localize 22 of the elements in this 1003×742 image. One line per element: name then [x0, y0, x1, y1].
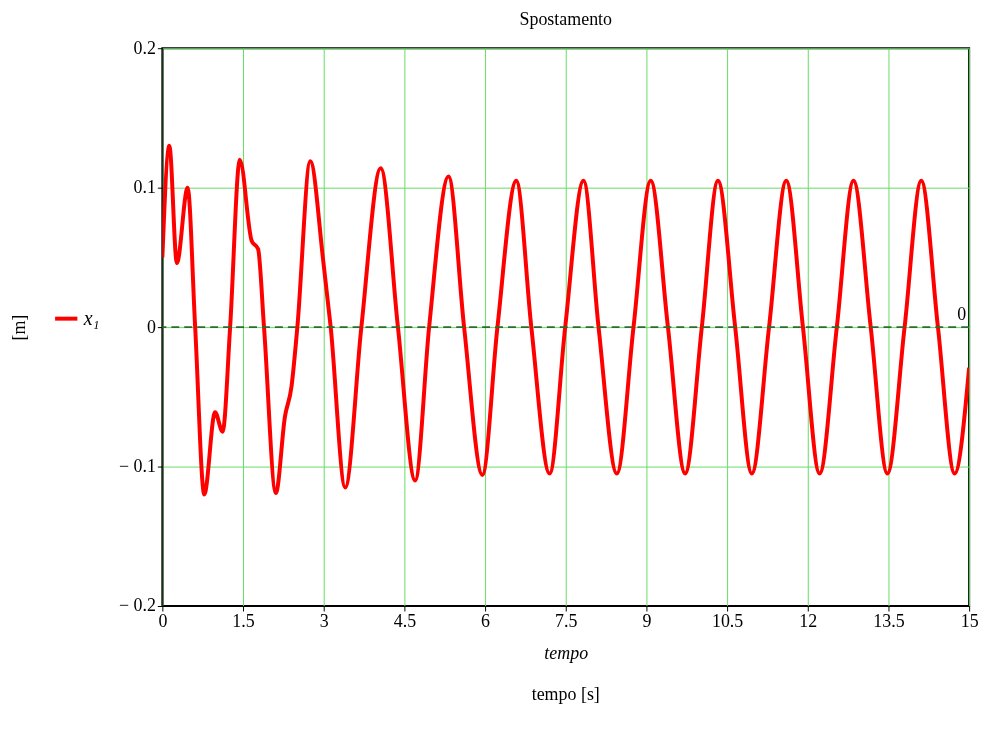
- x-tick-label: 9: [642, 611, 652, 632]
- y-tick-label: 0: [146, 316, 156, 337]
- x-tick-label: 4.5: [393, 611, 417, 632]
- x-tick-label: 10.5: [711, 611, 744, 632]
- x-tick-label: 6: [481, 611, 491, 632]
- x-tick-label: 3: [319, 611, 329, 632]
- legend-label: x₁: [82, 306, 100, 329]
- ref-line-label: 0: [957, 304, 967, 325]
- y-tick-label: 0.1: [133, 177, 156, 198]
- x-tick-label: 7.5: [555, 611, 578, 632]
- text: tempo [s]: [531, 683, 600, 704]
- y-axis-title: [m]: [9, 314, 30, 341]
- y-tick-label: 0.2: [133, 37, 156, 58]
- x-tick-label: 13.5: [873, 611, 905, 632]
- y-tick-label: − 0.1: [118, 456, 156, 477]
- x-tick-label: 1.5: [232, 611, 255, 632]
- line-series: [162, 143, 970, 497]
- x-tick-label: 15: [960, 611, 979, 632]
- chart-title: Spostamento: [519, 9, 613, 30]
- x-axis-title: tempo: [544, 643, 589, 664]
- y-tick-label: − 0.2: [118, 595, 156, 616]
- x-tick-label: 12: [799, 611, 818, 632]
